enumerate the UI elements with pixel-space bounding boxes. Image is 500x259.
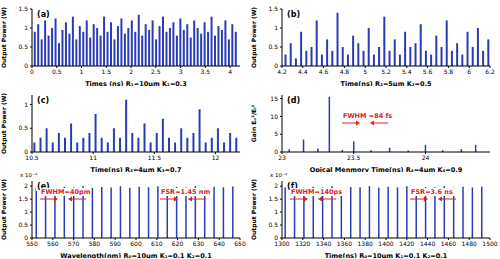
svg-text:650: 650 xyxy=(234,240,246,247)
svg-text:0.5: 0.5 xyxy=(268,43,278,50)
svg-text:1.5: 1.5 xyxy=(268,5,278,12)
svg-text:4.4: 4.4 xyxy=(298,68,308,75)
svg-text:Output Power (W): Output Power (W) xyxy=(8,93,9,154)
svg-text:0: 0 xyxy=(274,148,278,155)
svg-text:10.5: 10.5 xyxy=(25,154,39,161)
svg-text:1: 1 xyxy=(24,24,28,31)
svg-text:0: 0 xyxy=(24,62,28,69)
svg-text:620: 620 xyxy=(172,240,184,247)
svg-text:Opical Menmory Time(ns) R₄=4μm: Opical Menmory Time(ns) R₄=4μm K₄=0.9 xyxy=(310,166,463,172)
svg-text:Output Power (W): Output Power (W) xyxy=(8,179,9,240)
svg-text:0.5: 0.5 xyxy=(268,221,278,228)
svg-text:4.6: 4.6 xyxy=(319,68,329,75)
svg-text:1480: 1480 xyxy=(462,240,477,247)
svg-text:0: 0 xyxy=(24,148,28,155)
svg-text:600: 600 xyxy=(130,240,142,247)
svg-text:10: 10 xyxy=(270,113,278,120)
svg-text:570: 570 xyxy=(68,240,80,247)
svg-text:2.5: 2.5 xyxy=(151,68,161,75)
svg-text:Wavelength(nm) R₀=10μm K₁=0.1: Wavelength(nm) R₀=10μm K₁=0.1 K₂=0.1 xyxy=(60,252,212,258)
svg-text:550: 550 xyxy=(26,240,38,247)
svg-text:0.5: 0.5 xyxy=(18,43,28,50)
svg-text:0: 0 xyxy=(274,234,278,241)
html-text:(b): (b) xyxy=(287,10,300,19)
svg-text:Gain Eₒ²/Eᵢ²: Gain Eₒ²/Eᵢ² xyxy=(250,104,257,142)
svg-text:4.2: 4.2 xyxy=(277,68,287,75)
html-text:FSR=1.45 nm: FSR=1.45 nm xyxy=(161,188,211,196)
svg-text:11: 11 xyxy=(89,154,97,161)
svg-text:1340: 1340 xyxy=(316,240,331,247)
svg-text:6.2: 6.2 xyxy=(485,68,492,75)
svg-text:5.6: 5.6 xyxy=(423,68,433,75)
svg-text:5.4: 5.4 xyxy=(402,68,412,75)
svg-text:23: 23 xyxy=(278,154,286,161)
svg-text:560: 560 xyxy=(47,240,59,247)
svg-text:640: 640 xyxy=(213,240,225,247)
svg-text:0.5: 0.5 xyxy=(18,124,28,131)
svg-text:5: 5 xyxy=(274,130,278,137)
html-text:FSR=3.6 ns: FSR=3.6 ns xyxy=(411,188,453,196)
svg-text:1440: 1440 xyxy=(420,240,435,247)
svg-text:1: 1 xyxy=(24,101,28,108)
svg-text:Output Power (W): Output Power (W) xyxy=(250,7,258,68)
svg-text:1380: 1380 xyxy=(358,240,373,247)
svg-text:1420: 1420 xyxy=(399,240,414,247)
html-text:x 10⁻⁴: x 10⁻⁴ xyxy=(270,172,288,178)
svg-text:12: 12 xyxy=(212,154,220,161)
svg-text:1460: 1460 xyxy=(441,240,456,247)
html-text:FWHM=140ps: FWHM=140ps xyxy=(291,188,343,196)
svg-text:590: 590 xyxy=(109,240,121,247)
html-text:(f): (f) xyxy=(287,182,298,191)
svg-text:1: 1 xyxy=(80,68,84,75)
svg-text:1300: 1300 xyxy=(274,240,289,247)
html-text:(d): (d) xyxy=(287,96,300,105)
svg-text:5.2: 5.2 xyxy=(381,68,391,75)
svg-text:1.5: 1.5 xyxy=(268,195,278,202)
html-text:(a): (a) xyxy=(37,10,50,19)
svg-text:11.5: 11.5 xyxy=(148,154,162,161)
svg-text:0: 0 xyxy=(30,68,34,75)
svg-text:1: 1 xyxy=(274,24,278,31)
svg-text:1500: 1500 xyxy=(482,240,492,247)
svg-text:5: 5 xyxy=(363,68,367,75)
svg-text:6: 6 xyxy=(467,68,471,75)
svg-text:0.5: 0.5 xyxy=(18,221,28,228)
svg-text:4: 4 xyxy=(228,68,232,75)
svg-text:24: 24 xyxy=(422,154,430,161)
svg-text:1: 1 xyxy=(274,208,278,215)
svg-text:1.5: 1.5 xyxy=(18,195,28,202)
svg-text:1.5: 1.5 xyxy=(102,68,112,75)
svg-text:1: 1 xyxy=(24,208,28,215)
svg-text:Output Power (W): Output Power (W) xyxy=(8,7,9,68)
svg-text:3.5: 3.5 xyxy=(201,68,211,75)
svg-text:Time(ns) R₂=5μm K₂=0.5: Time(ns) R₂=5μm K₂=0.5 xyxy=(340,80,432,86)
svg-text:1360: 1360 xyxy=(337,240,352,247)
svg-text:580: 580 xyxy=(89,240,101,247)
svg-text:630: 630 xyxy=(193,240,205,247)
svg-text:1.5: 1.5 xyxy=(18,5,28,12)
svg-text:Time(ns) R₃=4μm K₃=0.7: Time(ns) R₃=4μm K₃=0.7 xyxy=(90,166,181,172)
html-text:(e): (e) xyxy=(37,182,50,191)
svg-text:0: 0 xyxy=(24,234,28,241)
html-text:x 10⁻⁴: x 10⁻⁴ xyxy=(20,172,38,178)
svg-text:2: 2 xyxy=(274,182,278,189)
svg-text:1320: 1320 xyxy=(295,240,310,247)
html-text:(c): (c) xyxy=(37,96,50,105)
svg-text:0: 0 xyxy=(274,62,278,69)
html-text:FWHM=40pm: FWHM=40pm xyxy=(41,188,91,196)
svg-text:15: 15 xyxy=(270,95,278,102)
svg-text:Output Power (W): Output Power (W) xyxy=(250,179,258,240)
svg-text:0.5: 0.5 xyxy=(52,68,62,75)
svg-text:1400: 1400 xyxy=(378,240,393,247)
svg-text:Times (ns) R₁=10μm K₁=0.3: Times (ns) R₁=10μm K₁=0.3 xyxy=(85,80,187,86)
svg-text:5.8: 5.8 xyxy=(444,68,454,75)
svg-text:2: 2 xyxy=(129,68,133,75)
svg-text:Time(ns) R₀=10μm K₁=0.1 K₂=0.1: Time(ns) R₀=10μm K₁=0.1 K₂=0.1 xyxy=(325,252,448,258)
html-text:FWHM =84 fs: FWHM =84 fs xyxy=(343,112,393,120)
svg-text:2: 2 xyxy=(24,182,28,189)
svg-text:610: 610 xyxy=(151,240,163,247)
svg-text:4.8: 4.8 xyxy=(340,68,350,75)
svg-text:23.5: 23.5 xyxy=(347,154,361,161)
svg-text:3: 3 xyxy=(179,68,183,75)
